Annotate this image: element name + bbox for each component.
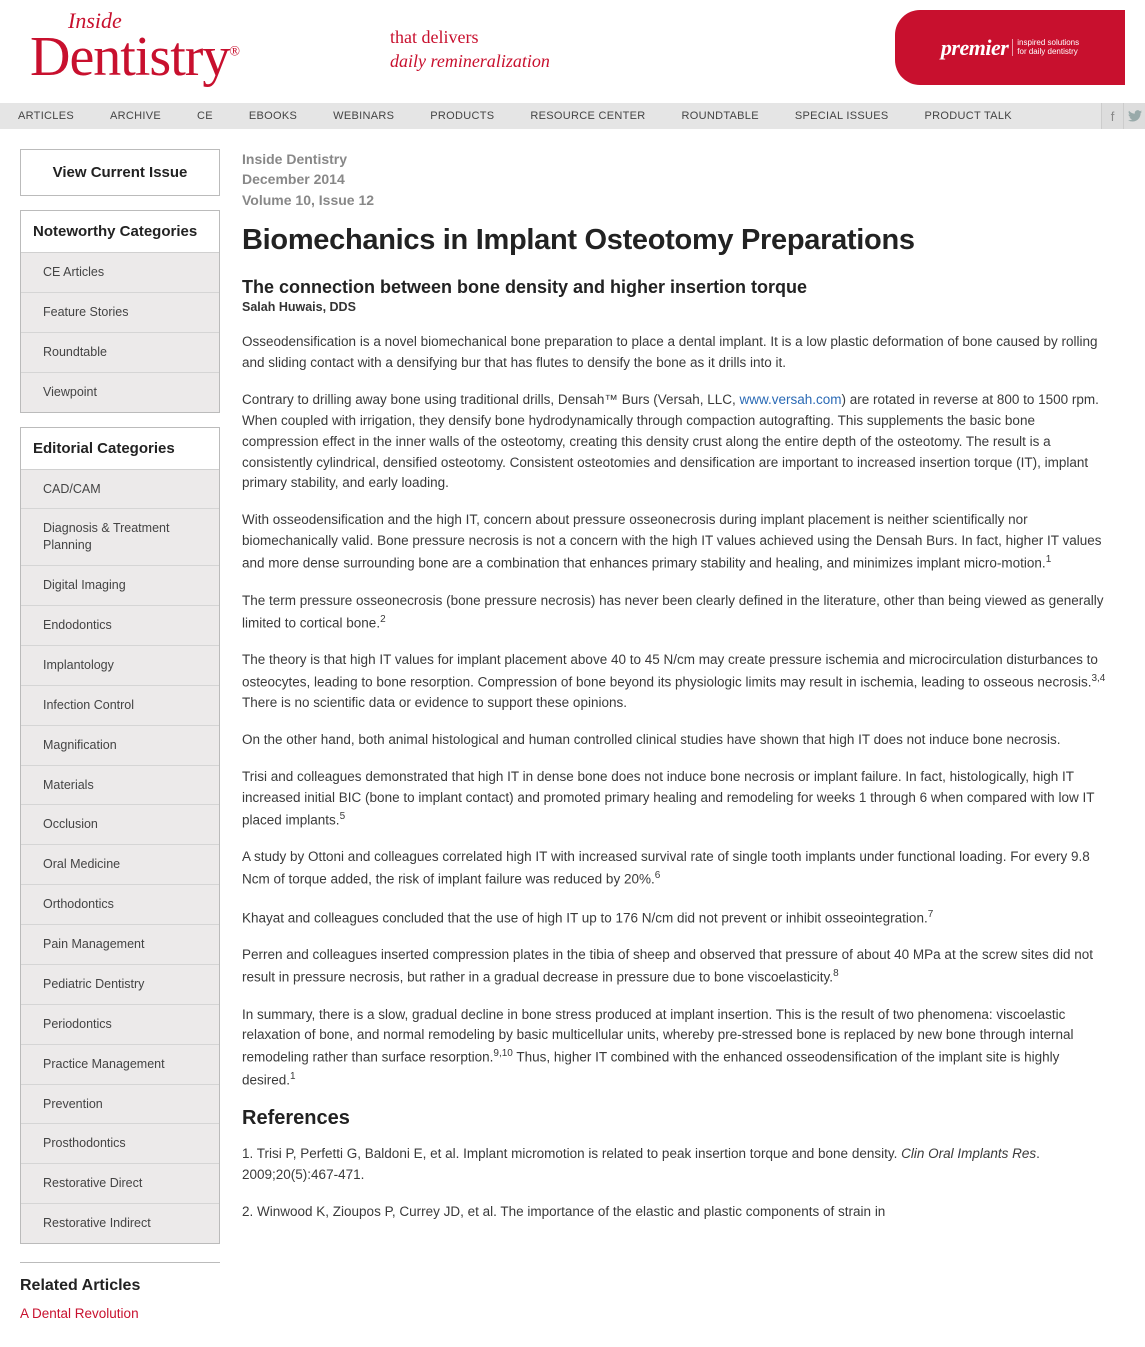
sidebar-item-viewpoint[interactable]: Viewpoint: [21, 373, 219, 412]
logo-reg: ®: [229, 44, 239, 59]
sidebar-item-restorative-direct[interactable]: Restorative Direct: [21, 1164, 219, 1204]
sidebar-item-magnification[interactable]: Magnification: [21, 726, 219, 766]
reference-1: 1. Trisi P, Perfetti G, Baldoni E, et al…: [242, 1144, 1115, 1186]
header-ad-banner[interactable]: premier inspired solutions for daily den…: [895, 10, 1125, 85]
article-p9: Khayat and colleagues concluded that the…: [242, 907, 1115, 929]
sidebar-item-roundtable[interactable]: Roundtable: [21, 333, 219, 373]
nav-special-issues[interactable]: SPECIAL ISSUES: [777, 110, 907, 122]
article-p11: In summary, there is a slow, gradual dec…: [242, 1005, 1115, 1092]
nav-webinars[interactable]: WEBINARS: [315, 110, 412, 122]
twitter-icon[interactable]: [1123, 103, 1145, 129]
sidebar-item-pediatric-dentistry[interactable]: Pediatric Dentistry: [21, 965, 219, 1005]
view-current-issue-button[interactable]: View Current Issue: [20, 149, 220, 196]
site-logo[interactable]: Inside Dentistry®: [30, 10, 340, 82]
sidebar-item-materials[interactable]: Materials: [21, 766, 219, 806]
main-nav: ARTICLES ARCHIVE CE EBOOKS WEBINARS PROD…: [0, 103, 1145, 129]
versah-link[interactable]: www.versah.com: [740, 392, 842, 407]
noteworthy-title: Noteworthy Categories: [21, 211, 219, 252]
sidebar-item-oral-medicine[interactable]: Oral Medicine: [21, 845, 219, 885]
article-p2: Contrary to drilling away bone using tra…: [242, 390, 1115, 495]
sidebar-item-diagnosis[interactable]: Diagnosis & Treatment Planning: [21, 509, 219, 566]
article-p8: A study by Ottoni and colleagues correla…: [242, 847, 1115, 890]
facebook-icon[interactable]: f: [1101, 103, 1123, 129]
sidebar-item-digital-imaging[interactable]: Digital Imaging: [21, 566, 219, 606]
article-title: Biomechanics in Implant Osteotomy Prepar…: [242, 224, 1115, 257]
sidebar-item-endodontics[interactable]: Endodontics: [21, 606, 219, 646]
meta-volume: Volume 10, Issue 12: [242, 190, 1115, 210]
nav-product-talk[interactable]: PRODUCT TALK: [907, 110, 1030, 122]
nav-roundtable[interactable]: ROUNDTABLE: [663, 110, 776, 122]
sidebar-item-ce-articles[interactable]: CE Articles: [21, 253, 219, 293]
sidebar-item-practice-management[interactable]: Practice Management: [21, 1045, 219, 1085]
related-title: Related Articles: [20, 1277, 220, 1295]
ad-brand: premier: [941, 35, 1008, 61]
tagline-line2: daily remineralization: [390, 49, 895, 73]
ad-subtext: inspired solutions for daily dentistry: [1012, 39, 1079, 57]
meta-date: December 2014: [242, 169, 1115, 189]
article-p1: Osseodensification is a novel biomechani…: [242, 332, 1115, 374]
editorial-categories-block: Editorial Categories CAD/CAM Diagnosis &…: [20, 427, 220, 1245]
sidebar-item-prosthodontics[interactable]: Prosthodontics: [21, 1124, 219, 1164]
sidebar-item-infection-control[interactable]: Infection Control: [21, 686, 219, 726]
nav-ce[interactable]: CE: [179, 110, 231, 122]
sidebar-item-periodontics[interactable]: Periodontics: [21, 1005, 219, 1045]
nav-resource-center[interactable]: RESOURCE CENTER: [512, 110, 663, 122]
header-tagline: that delivers daily remineralization: [340, 10, 895, 74]
sidebar-item-cad-cam[interactable]: CAD/CAM: [21, 470, 219, 510]
nav-products[interactable]: PRODUCTS: [412, 110, 512, 122]
tagline-line1: that delivers: [390, 25, 895, 49]
article-p3: With osseodensification and the high IT,…: [242, 510, 1115, 574]
sidebar-item-implantology[interactable]: Implantology: [21, 646, 219, 686]
editorial-title: Editorial Categories: [21, 428, 219, 469]
sidebar-item-feature-stories[interactable]: Feature Stories: [21, 293, 219, 333]
noteworthy-categories-block: Noteworthy Categories CE Articles Featur…: [20, 210, 220, 413]
reference-2: 2. Winwood K, Zioupos P, Currey JD, et a…: [242, 1202, 1115, 1223]
logo-dentistry: Dentistry: [30, 26, 229, 88]
sidebar-item-prevention[interactable]: Prevention: [21, 1085, 219, 1125]
article-p4: The term pressure osseonecrosis (bone pr…: [242, 591, 1115, 634]
sidebar-item-pain-management[interactable]: Pain Management: [21, 925, 219, 965]
article-author: Salah Huwais, DDS: [242, 300, 1115, 314]
article-p5: The theory is that high IT values for im…: [242, 650, 1115, 714]
meta-publication: Inside Dentistry: [242, 149, 1115, 169]
article-subtitle: The connection between bone density and …: [242, 277, 1115, 298]
sidebar-item-orthodontics[interactable]: Orthodontics: [21, 885, 219, 925]
article-p6: On the other hand, both animal histologi…: [242, 730, 1115, 751]
sidebar-item-restorative-indirect[interactable]: Restorative Indirect: [21, 1204, 219, 1243]
related-articles-block: Related Articles A Dental Revolution: [20, 1262, 220, 1323]
article-meta: Inside Dentistry December 2014 Volume 10…: [242, 149, 1115, 210]
related-link-dental-revolution[interactable]: A Dental Revolution: [20, 1306, 139, 1321]
view-current-issue-label: View Current Issue: [21, 150, 219, 195]
sidebar-item-occlusion[interactable]: Occlusion: [21, 805, 219, 845]
article-p7: Trisi and colleagues demonstrated that h…: [242, 767, 1115, 831]
references-heading: References: [242, 1107, 1115, 1130]
nav-archive[interactable]: ARCHIVE: [92, 110, 179, 122]
nav-ebooks[interactable]: EBOOKS: [231, 110, 315, 122]
article-p10: Perren and colleagues inserted compressi…: [242, 945, 1115, 988]
nav-articles[interactable]: ARTICLES: [0, 110, 92, 122]
